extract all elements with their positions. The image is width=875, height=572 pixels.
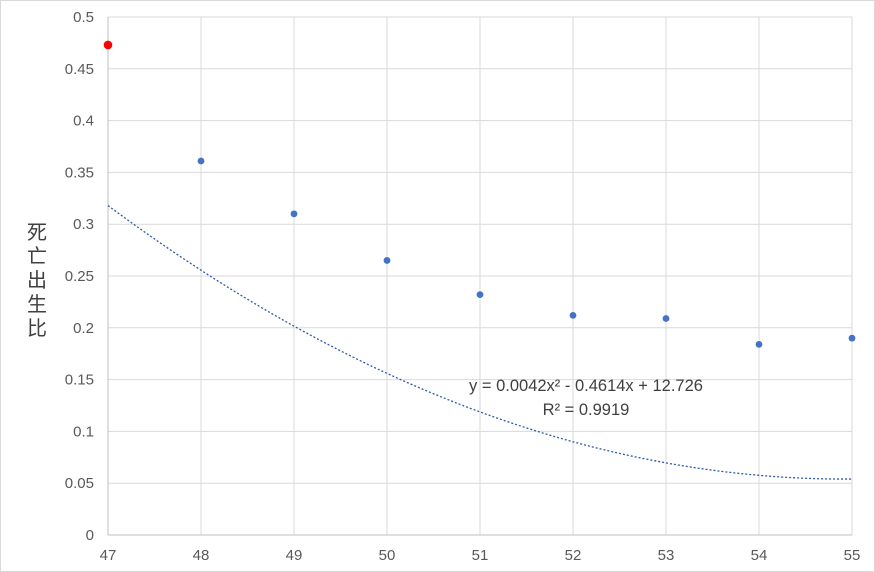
data-point [476,291,484,299]
x-tick-label: 52 [565,547,582,564]
y-tick-label: 0.5 [73,9,94,26]
y-tick-label: 0.15 [65,372,94,389]
data-points [103,40,856,348]
y-tick-label: 0.25 [65,268,94,285]
x-tick-label: 47 [100,547,117,564]
data-point [662,315,670,322]
x-tick-label: 48 [193,547,210,564]
y-tick-label: 0.05 [65,475,94,492]
data-point [848,334,856,342]
y-tick-label: 0.1 [73,423,94,440]
y-tick-label: 0.2 [73,320,94,337]
y-tick-label: 0.3 [73,216,94,233]
y-axis-label: 死亡出生比 [27,220,47,340]
y-tick-label: 0 [86,527,94,544]
x-tick-label: 49 [286,547,303,564]
data-point [197,157,205,165]
r-squared-label: R² = 0.9919 [543,401,630,419]
x-tick-label: 55 [844,547,861,564]
y-tick-label: 0.45 [65,61,94,78]
trendline [107,205,853,480]
grid-lines [108,16,853,535]
x-tick-label: 53 [658,547,675,564]
trendline-equation: y = 0.0042x² - 0.4614x + 12.726 [469,377,703,395]
y-tick-label: 0.4 [73,113,94,130]
data-point [290,210,298,218]
x-tick-label: 50 [379,547,396,564]
x-tick-label: 51 [472,547,489,564]
data-point [383,257,391,264]
x-axis-tick-labels: 47 48 49 50 51 52 53 54 55 [100,547,861,564]
x-tick-label: 54 [751,547,768,564]
axes [107,17,852,536]
y-axis-tick-labels: 0 0.05 0.1 0.15 0.2 0.25 0.3 0.35 0.4 0.45 0.5 [65,9,94,544]
y-tick-label: 0.35 [65,164,94,181]
data-point [569,311,577,319]
highlighted-data-point [103,40,113,50]
data-point [755,340,763,348]
